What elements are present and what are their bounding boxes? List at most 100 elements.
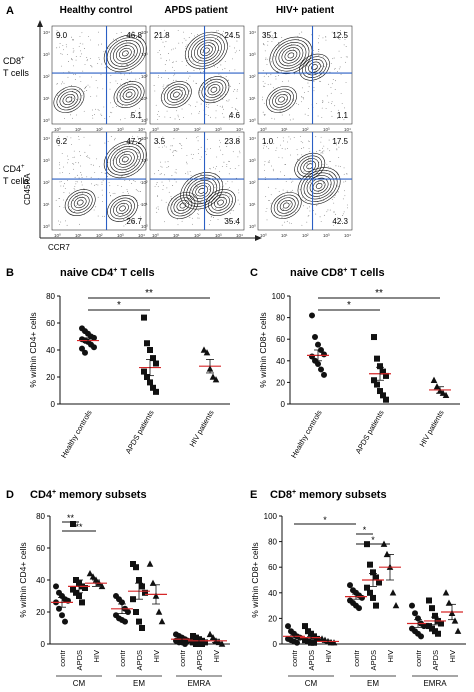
data-point	[56, 605, 62, 612]
subcategory-label: APDS	[195, 650, 204, 670]
flow-x-tick-label: 10³	[323, 233, 330, 238]
category-label: HIV patients	[188, 408, 216, 448]
y-tick-label: 80	[276, 314, 285, 323]
flow-y-tick-label: 10⁴	[249, 136, 256, 141]
flow-y-tick-label: 10⁰	[43, 118, 50, 123]
flow-x-tick-label: 10¹	[75, 233, 82, 238]
flow-y-tick-label: 10³	[141, 158, 148, 163]
data-point	[321, 351, 327, 358]
flow-y-tick-label: 10¹	[249, 202, 256, 207]
data-point	[89, 573, 97, 580]
flow-x-tick-label: 10⁰	[260, 233, 267, 238]
quadrant-value-ur: 23.8	[224, 137, 240, 146]
data-point	[122, 618, 128, 625]
data-point	[146, 560, 154, 567]
subcategory-label: contr	[118, 650, 127, 667]
ccr7-arrow-head-icon	[255, 235, 262, 241]
data-point	[389, 589, 397, 596]
data-point	[82, 585, 88, 591]
cd4-memory-subsets-chart: 0 20 40 60 80 % within CD4+ cells contr APDS HIV…	[18, 512, 230, 688]
flow-y-tick-label: 10²	[249, 180, 256, 185]
panel-e-title: CD8+ memory subsets	[270, 489, 387, 501]
data-point	[142, 589, 148, 596]
flow-x-tick-label: 10³	[117, 233, 124, 238]
y-tick-label: 40	[36, 576, 45, 585]
data-point	[82, 349, 88, 356]
subcategory-label: APDS	[431, 650, 440, 670]
data-point	[218, 640, 226, 647]
subcategory-label: contr	[58, 650, 67, 667]
data-point	[59, 612, 65, 619]
flow-x-tick-label: 10²	[96, 233, 103, 238]
column-healthy-control: Healthy control	[60, 5, 133, 16]
subcategory-label: contr	[414, 650, 423, 667]
y-tick-label: 20	[276, 378, 285, 387]
flow-y-tick-label: 10⁴	[43, 136, 50, 141]
data-point	[374, 355, 380, 362]
y-axis-label: % within CD8+ cells	[250, 542, 260, 617]
data-point	[432, 612, 438, 619]
data-point	[91, 344, 97, 351]
panel-e-letter: E	[250, 489, 257, 501]
flow-x-tick-label: 10¹	[75, 127, 82, 132]
flow-y-tick-label: 10³	[141, 52, 148, 57]
flow-y-tick-label: 10³	[43, 52, 50, 57]
quadrant-value-lr: 42.3	[332, 217, 348, 226]
category-label: Healthy controls	[289, 408, 324, 459]
flow-x-tick-label: 10⁴	[138, 233, 145, 238]
data-point	[367, 561, 373, 568]
quadrant-value-lr: 35.4	[224, 217, 240, 226]
subcategory-label: APDS	[135, 650, 144, 670]
data-point	[212, 376, 220, 383]
data-point	[376, 579, 382, 586]
data-point	[421, 623, 427, 630]
flow-x-tick-label: 10³	[215, 127, 222, 132]
data-point	[147, 347, 153, 353]
flow-plot-r1-c1: 10⁰ 10⁰ 10¹ 10¹ 10² 10² 10³ 10³ 10⁴ 10⁴ 3.5 23.8 35.…	[141, 131, 245, 238]
flow-x-tick-label: 10⁴	[236, 127, 243, 132]
flow-y-tick-label: 10²	[43, 180, 50, 185]
y-tick-label: 100	[264, 512, 278, 521]
data-point	[76, 593, 82, 599]
flow-x-tick-label: 10²	[194, 127, 201, 132]
quadrant-value-lr: 1.1	[337, 111, 349, 120]
y-axis-label: % within CD4+ cells	[18, 542, 28, 617]
data-point	[130, 561, 136, 567]
significance-label: *	[347, 300, 351, 311]
significance-label: **	[75, 522, 83, 532]
quadrant-value-ur: 12.5	[332, 31, 348, 40]
data-point	[125, 609, 131, 615]
column-apds-patient: APDS patient	[164, 5, 228, 16]
panel-c-title: naive CD8+ T cells	[290, 267, 385, 279]
y-tick-label: 80	[268, 538, 277, 547]
data-point	[311, 639, 317, 646]
data-point	[136, 577, 142, 583]
data-point	[370, 569, 376, 576]
data-point	[144, 340, 150, 347]
flow-y-tick-label: 10³	[43, 158, 50, 163]
data-point	[70, 521, 76, 527]
quadrant-value-ul: 9.0	[56, 31, 68, 40]
data-point	[435, 630, 441, 637]
data-point	[371, 334, 377, 341]
data-point	[150, 384, 156, 391]
data-point	[356, 605, 362, 612]
data-point	[315, 341, 321, 348]
group-label: EMRA	[187, 679, 211, 688]
y-tick-label: 40	[46, 346, 55, 355]
ccr7-axis-label: CCR7	[48, 243, 70, 252]
data-point	[136, 618, 142, 625]
data-point	[426, 597, 432, 604]
group-label: EMRA	[423, 679, 447, 688]
data-point	[200, 346, 208, 353]
quadrant-value-lr: 26.7	[126, 217, 142, 226]
data-point	[438, 620, 444, 627]
panel-b-letter: B	[6, 267, 14, 279]
data-point	[383, 396, 389, 403]
flow-y-tick-label: 10²	[141, 180, 148, 185]
data-point	[209, 373, 217, 380]
subcategory-label: APDS	[307, 650, 316, 670]
flow-x-tick-label: 10⁰	[54, 233, 61, 238]
quadrant-value-ur: 17.5	[332, 137, 348, 146]
panel-a-letter: A	[6, 5, 14, 17]
